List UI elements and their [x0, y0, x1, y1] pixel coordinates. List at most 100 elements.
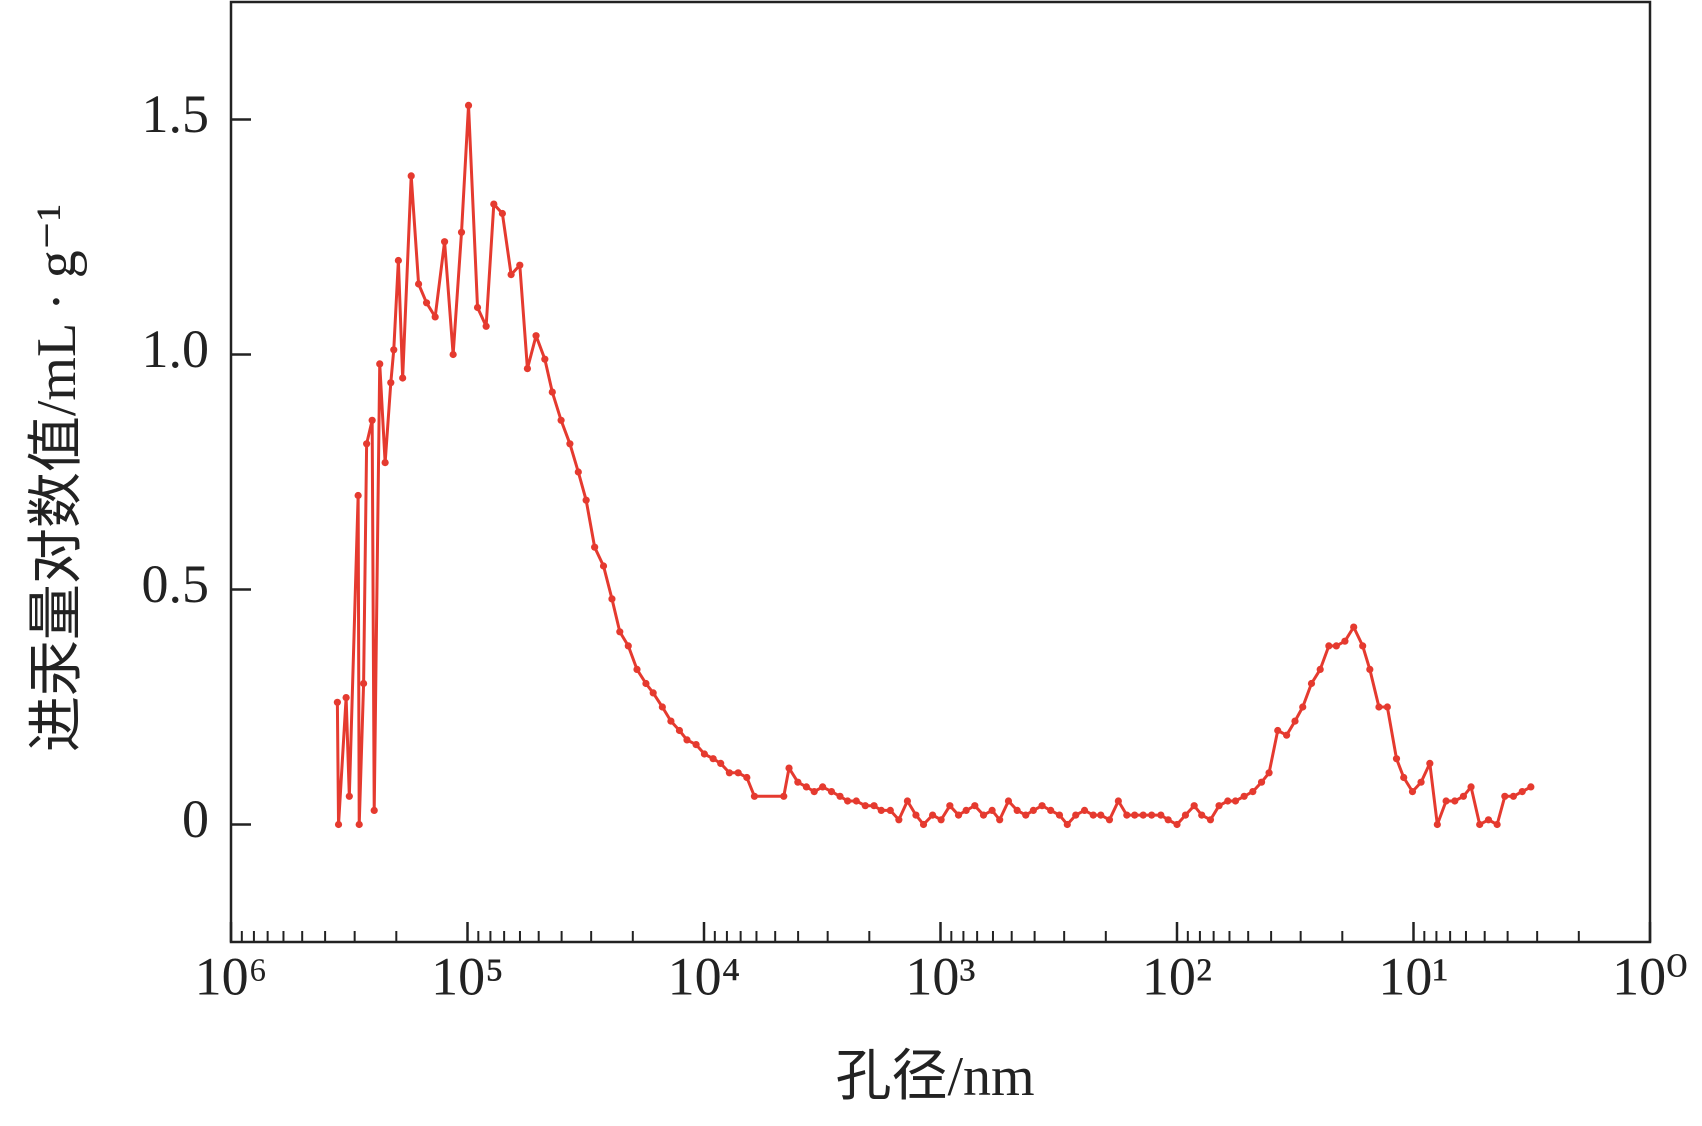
- data-point: [903, 797, 912, 805]
- data-point: [582, 496, 590, 504]
- data-point: [334, 820, 343, 829]
- data-point: [449, 350, 457, 359]
- data-point: [1013, 806, 1021, 815]
- data-point: [1433, 820, 1441, 829]
- data-point: [359, 679, 368, 688]
- data-point: [1316, 665, 1324, 674]
- data-point: [1089, 811, 1097, 819]
- data-point: [928, 811, 937, 819]
- data-point: [1459, 792, 1468, 800]
- data-point: [692, 741, 700, 749]
- data-point: [482, 322, 490, 330]
- data-point: [819, 783, 827, 791]
- data-point: [355, 820, 363, 829]
- data-point: [919, 820, 928, 829]
- data-point: [1400, 773, 1408, 782]
- data-point: [734, 769, 742, 777]
- data-point: [1249, 788, 1257, 796]
- data-point: [802, 783, 810, 791]
- data-point: [667, 717, 675, 725]
- data-point: [1173, 820, 1181, 829]
- y-tick-label: 0: [182, 789, 209, 849]
- data-point: [1283, 731, 1291, 739]
- plot-frame: [229, 0, 1652, 944]
- data-point: [1265, 769, 1273, 777]
- data-point: [1123, 811, 1131, 819]
- data-point: [725, 769, 733, 777]
- data-point: [844, 797, 852, 805]
- data-point: [1493, 820, 1501, 829]
- data-point: [1325, 642, 1333, 650]
- data-point: [988, 806, 996, 815]
- data-point: [394, 256, 402, 265]
- data-point: [675, 726, 684, 735]
- data-point: [507, 271, 515, 279]
- data-point: [827, 788, 836, 796]
- data-point: [1509, 792, 1518, 800]
- data-point: [1392, 755, 1401, 763]
- data-point: [407, 172, 415, 180]
- data-point: [658, 703, 666, 711]
- data-point: [368, 416, 376, 424]
- data-point: [624, 642, 632, 650]
- data-point: [414, 280, 423, 288]
- x-tick-label: 10⁵: [431, 946, 504, 1006]
- data-point: [574, 468, 582, 476]
- data-point: [1029, 806, 1037, 815]
- data-point: [1231, 797, 1240, 805]
- data-point: [523, 365, 532, 373]
- data-point: [836, 792, 844, 800]
- data-point: [1164, 816, 1172, 824]
- data-point: [642, 679, 650, 688]
- data-point: [1224, 797, 1232, 805]
- x-tick-label: 10¹: [1378, 946, 1448, 1006]
- data-point: [895, 816, 903, 824]
- data-point: [1451, 797, 1459, 805]
- data-point: [912, 811, 920, 819]
- data-point: [490, 200, 498, 208]
- y-tick-label: 0.5: [142, 554, 210, 614]
- data-point: [1257, 778, 1266, 786]
- data-point: [557, 416, 565, 424]
- data-point: [717, 759, 725, 768]
- data-point: [683, 736, 691, 744]
- x-tick-label: 10⁶: [195, 946, 268, 1006]
- data-point: [616, 628, 624, 636]
- data-point: [743, 773, 751, 782]
- data-point: [810, 788, 818, 796]
- data-point: [1080, 806, 1089, 815]
- data-point: [1467, 783, 1475, 791]
- x-tick-label: 10³: [905, 946, 975, 1006]
- data-point: [431, 313, 439, 321]
- data-point: [541, 355, 549, 363]
- data-point: [333, 698, 341, 706]
- data-point: [342, 694, 350, 702]
- data-point: [1332, 642, 1340, 650]
- data-point: [971, 802, 979, 810]
- data-point: [566, 440, 574, 448]
- data-point: [354, 491, 362, 500]
- data-point: [516, 261, 524, 269]
- data-point: [387, 379, 395, 387]
- data-point: [852, 797, 860, 805]
- data-point: [780, 792, 788, 800]
- data-point: [979, 811, 988, 819]
- data-point: [1299, 703, 1307, 711]
- x-axis-title: 孔径/nm: [835, 1046, 1034, 1108]
- data-point: [1215, 802, 1223, 810]
- y-tick-label: 1.5: [142, 84, 210, 144]
- data-point: [750, 792, 759, 800]
- data-point: [886, 806, 894, 815]
- data-point: [1350, 623, 1358, 631]
- data-point: [1274, 726, 1282, 735]
- data-line: [335, 103, 1532, 826]
- data-point: [1004, 797, 1013, 805]
- data-point: [1307, 679, 1316, 688]
- data-point: [1063, 820, 1071, 829]
- data-point: [1055, 811, 1064, 819]
- data-point: [422, 299, 431, 307]
- data-point: [785, 764, 793, 772]
- data-point: [937, 816, 945, 824]
- data-point: [1206, 816, 1215, 824]
- data-point: [548, 388, 556, 396]
